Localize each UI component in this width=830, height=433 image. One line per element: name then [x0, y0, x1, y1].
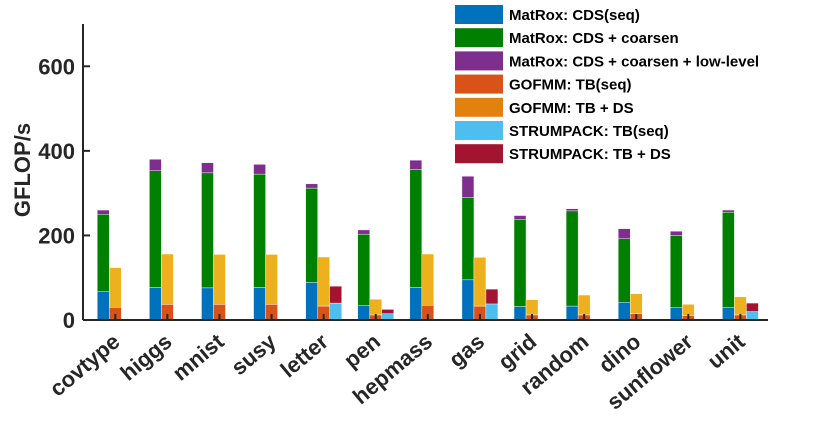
bars-layer [97, 159, 759, 321]
bar-sunflower-matrox-s1 [670, 235, 683, 308]
y-axis-title: GFLOP/s [10, 123, 35, 217]
x-tick-label-gas: gas [444, 329, 489, 373]
bar-dino-matrox-s2 [618, 228, 631, 240]
bar-random-matrox-s2 [565, 208, 579, 212]
bar-letter-strumpack-s0 [329, 302, 342, 321]
x-tick-label-letter: letter [276, 328, 334, 382]
bar-letter-matrox-s1 [305, 187, 318, 283]
legend-swatch-1 [455, 28, 503, 48]
bar-pen-matrox-s2 [357, 229, 370, 235]
bar-unit-strumpack-s1 [746, 302, 759, 312]
bar-random-matrox-s1 [565, 210, 579, 307]
bar-grid-matrox-s2 [513, 215, 527, 220]
bar-dino-gofmm-s1 [630, 293, 643, 314]
bar-pen-matrox-s0 [357, 305, 370, 321]
bar-higgs-matrox-s2 [149, 159, 162, 171]
bar-gas-gofmm-s1 [473, 257, 487, 307]
bar-unit-matrox-s0 [722, 307, 735, 321]
bar-dino-matrox-s0 [618, 302, 631, 321]
bar-higgs-matrox-s1 [149, 170, 162, 288]
bar-unit-strumpack-s0 [746, 311, 759, 321]
legend-label-2: MatRox: CDS + coarsen + low-level [509, 53, 759, 70]
bar-mnist-matrox-s1 [201, 172, 214, 289]
bar-unit-matrox-s1 [722, 211, 735, 308]
legend-label-5: STRUMPACK: TB(seq) [509, 123, 669, 140]
bar-covtype-matrox-s2 [97, 209, 110, 215]
bar-gas-matrox-s1 [461, 197, 475, 281]
legend-label-6: STRUMPACK: TB + DS [509, 146, 671, 163]
legend-label-4: GOFMM: TB + DS [509, 100, 634, 117]
bar-covtype-matrox-s0 [97, 291, 110, 321]
y-tick-label-0: 0 [63, 308, 75, 333]
bar-mnist-gofmm-s1 [213, 254, 226, 305]
legend-label-0: MatRox: CDS(seq) [509, 7, 640, 24]
bar-letter-matrox-s0 [305, 282, 318, 321]
bar-pen-strumpack-s1 [381, 309, 394, 314]
legend-label-1: MatRox: CDS + coarsen [509, 30, 679, 47]
legend: MatRox: CDS(seq) MatRox: CDS + coarsen Mat… [455, 5, 759, 164]
bar-susy-gofmm-s1 [265, 254, 278, 305]
bar-random-gofmm-s1 [577, 294, 591, 316]
bar-hepmass-matrox-s0 [409, 287, 423, 321]
bar-random-matrox-s0 [565, 305, 579, 321]
legend-swatch-0 [455, 5, 503, 24]
bar-higgs-gofmm-s1 [161, 253, 174, 305]
legend-swatch-4 [455, 97, 503, 117]
bar-gas-strumpack-s0 [485, 303, 499, 321]
y-tick-label-200: 200 [38, 223, 75, 248]
bar-sunflower-matrox-s2 [670, 230, 683, 236]
legend-label-3: GOFMM: TB(seq) [509, 77, 631, 94]
bar-mnist-matrox-s0 [201, 287, 214, 321]
legend-swatch-3 [455, 74, 503, 94]
bar-pen-matrox-s1 [357, 233, 370, 306]
bar-hepmass-matrox-s2 [409, 159, 423, 170]
bar-dino-matrox-s1 [618, 238, 631, 303]
bar-mnist-matrox-s2 [201, 162, 214, 174]
x-tick-label-covtype: covtype [45, 329, 125, 402]
bar-sunflower-matrox-s0 [670, 307, 683, 321]
legend-swatch-5 [455, 121, 503, 140]
bar-letter-matrox-s2 [305, 183, 318, 189]
bar-susy-matrox-s1 [253, 173, 266, 288]
y-ticks: 0 200 400 600 [38, 54, 90, 333]
x-tick-label-susy: susy [226, 328, 281, 380]
bar-susy-matrox-s2 [253, 164, 266, 175]
bar-unit-matrox-s2 [722, 209, 735, 213]
bar-letter-gofmm-s1 [317, 256, 330, 307]
y-tick-label-600: 600 [38, 54, 75, 79]
bar-hepmass-gofmm-s1 [421, 253, 435, 306]
y-tick-label-400: 400 [38, 139, 75, 164]
bar-susy-matrox-s0 [253, 287, 266, 321]
bar-letter-strumpack-s1 [329, 285, 342, 304]
bar-covtype-gofmm-s1 [109, 267, 122, 308]
bar-hepmass-matrox-s1 [409, 169, 423, 288]
legend-swatch-2 [455, 51, 503, 71]
bar-gas-matrox-s0 [461, 279, 475, 321]
bar-unit-gofmm-s1 [734, 296, 747, 316]
legend-swatch-6 [455, 144, 503, 164]
x-tick-label-mnist: mnist [168, 328, 230, 385]
x-tick-label-unit: unit [703, 328, 750, 373]
bar-grid-matrox-s0 [513, 306, 527, 321]
bar-pen-gofmm-s1 [369, 299, 382, 316]
bar-higgs-matrox-s0 [149, 287, 162, 321]
x-tick-label-higgs: higgs [116, 329, 177, 386]
bar-grid-gofmm-s1 [525, 299, 539, 316]
bar-grid-matrox-s1 [513, 219, 527, 307]
bar-gas-matrox-s2 [461, 176, 475, 198]
bar-covtype-matrox-s1 [97, 214, 110, 292]
bar-gas-strumpack-s1 [485, 288, 499, 305]
